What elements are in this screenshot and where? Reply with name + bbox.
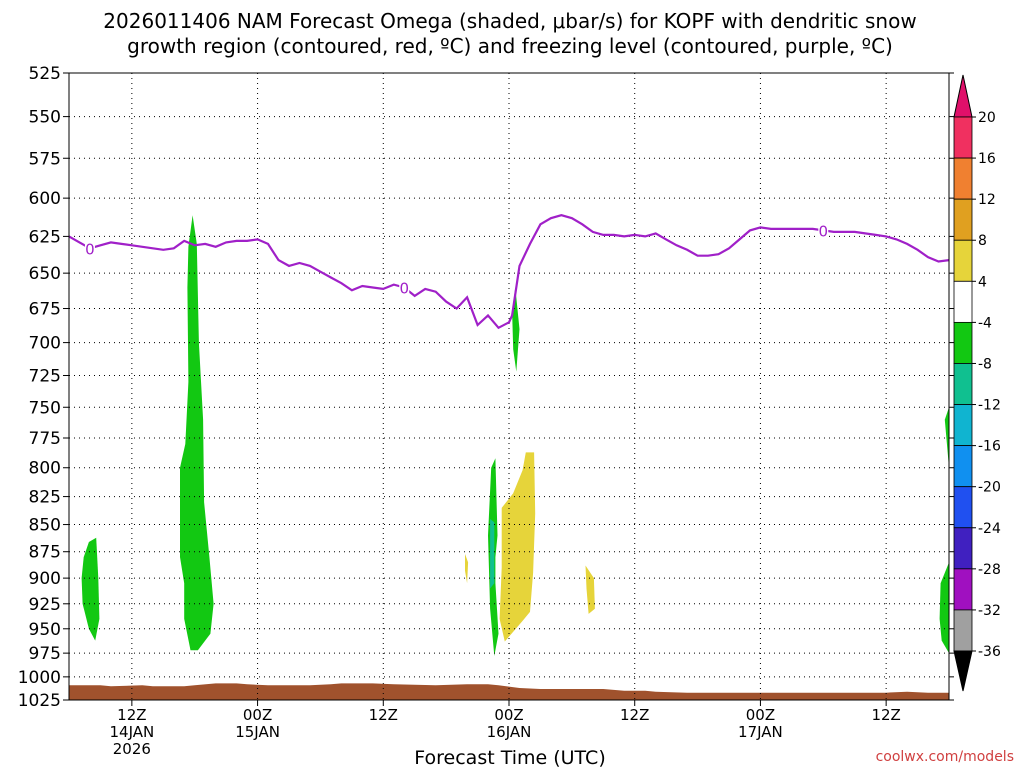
colorbar-label-4: 4 [978, 274, 987, 290]
colorbar-swatch-8 [953, 404, 973, 447]
y-tick-label-900: 900 [29, 569, 61, 589]
omega-region-10 [939, 562, 949, 654]
x-tick-label-84-0: 12Z [871, 706, 900, 724]
colorbar-swatch-13 [953, 609, 973, 652]
y-tick-label-600: 600 [29, 189, 61, 209]
colorbar-label--12: -12 [978, 398, 1001, 414]
x-tick-label-12-2: 2026 [113, 740, 151, 758]
y-tick-label-675: 675 [29, 300, 61, 320]
y-tick-label-725: 725 [29, 366, 61, 386]
x-tick-label-60-0: 12Z [620, 706, 649, 724]
x-tick-label-36-0: 12Z [369, 706, 398, 724]
colorbar-swatch-11 [953, 527, 973, 570]
colorbar-label--20: -20 [978, 480, 1001, 496]
x-axis-label: Forecast Time (UTC) [414, 747, 605, 768]
colorbar-label--36: -36 [978, 644, 1001, 660]
x-tick-label-24-0: 00Z [243, 706, 272, 724]
colorbar-swatch-2 [953, 157, 973, 200]
colorbar-bottom-arrow [953, 650, 973, 692]
x-tick-label-12-1: 14JAN [109, 723, 154, 741]
y-tick-label-575: 575 [29, 149, 61, 169]
y-tick-label-1025: 1025 [18, 691, 61, 711]
y-tick-label-625: 625 [29, 227, 61, 247]
y-axis-ticks: 525 550 575 600 625 650 675 700 725 750 775 800 825 8… [18, 64, 954, 711]
colorbar-swatch-7 [953, 363, 973, 405]
contour-label-1: 0 [85, 240, 95, 258]
y-tick-label-750: 750 [29, 398, 61, 418]
contour-label-bg-2 [399, 279, 410, 296]
colorbar-label-16: 16 [978, 151, 996, 167]
terrain-fill [69, 683, 949, 700]
colorbar-label-12: 12 [978, 192, 996, 208]
y-tick-label-975: 975 [29, 644, 61, 664]
colorbar-label--24: -24 [978, 521, 1001, 537]
contour-label-bg-1 [84, 240, 95, 257]
colorbar: 20 16 12 8 4 -4 -8 -12 -16 -20 -24 -28 -32 -36 [953, 74, 1001, 692]
colorbar-label--28: -28 [978, 562, 1001, 578]
colorbar-swatch-1 [953, 116, 973, 159]
colorbar-label--32: -32 [978, 603, 1001, 619]
colorbar-swatch-9 [953, 445, 973, 488]
y-tick-label-775: 775 [29, 429, 61, 449]
freezing-level-line [68, 214, 950, 330]
omega-region-6 [499, 452, 536, 642]
colorbar-label-20: 20 [978, 110, 996, 126]
colorbar-swatch-10 [953, 486, 973, 529]
x-tick-label-24-1: 15JAN [235, 723, 280, 741]
contour-label-bg-3 [818, 222, 829, 239]
colorbar-swatch-12 [953, 568, 973, 611]
y-tick-label-1000: 1000 [18, 668, 61, 688]
y-tick-label-875: 875 [29, 543, 61, 563]
omega-region-1 [81, 537, 100, 641]
x-tick-label-48-1: 16JAN [487, 723, 532, 741]
omega-region-2 [180, 215, 214, 651]
chart-title-line-1: 2026011406 NAM Forecast Omega (shaded, μ… [103, 9, 916, 33]
contour-label-3: 0 [819, 222, 829, 240]
y-tick-label-700: 700 [29, 334, 61, 354]
colorbar-swatch-4 [953, 239, 973, 282]
omega-shading [81, 215, 949, 656]
y-tick-label-950: 950 [29, 620, 61, 640]
x-tick-label-48-0: 00Z [494, 706, 523, 724]
omega-region-3 [465, 553, 469, 584]
y-tick-label-850: 850 [29, 516, 61, 536]
y-tick-label-800: 800 [29, 459, 61, 479]
credit-text: coolwx.com/models [876, 749, 1014, 765]
colorbar-swatch-3 [953, 198, 973, 241]
terrain-layer [69, 683, 949, 700]
omega-region-5 [490, 519, 495, 589]
y-tick-label-825: 825 [29, 488, 61, 508]
freezing-level-contour: 0 0 0 [68, 214, 950, 330]
y-tick-label-650: 650 [29, 264, 61, 284]
x-tick-label-72-1: 17JAN [738, 723, 783, 741]
colorbar-label--16: -16 [978, 439, 1001, 455]
x-tick-label-12-0: 12Z [117, 706, 146, 724]
x-tick-label-72-0: 00Z [746, 706, 775, 724]
y-tick-label-550: 550 [29, 108, 61, 128]
omega-region-9 [944, 407, 949, 468]
colorbar-label--8: -8 [978, 356, 992, 372]
colorbar-label-8: 8 [978, 233, 987, 249]
colorbar-swatch-5 [953, 280, 973, 323]
chart-title-line-2: growth region (contoured, red, ºC) and f… [127, 34, 893, 58]
colorbar-swatch-6 [953, 321, 973, 364]
colorbar-label--4: -4 [978, 315, 992, 331]
contour-label-2: 0 [399, 279, 409, 297]
omega-region-8 [585, 565, 595, 614]
y-tick-label-525: 525 [29, 64, 61, 84]
y-tick-label-925: 925 [29, 595, 61, 615]
